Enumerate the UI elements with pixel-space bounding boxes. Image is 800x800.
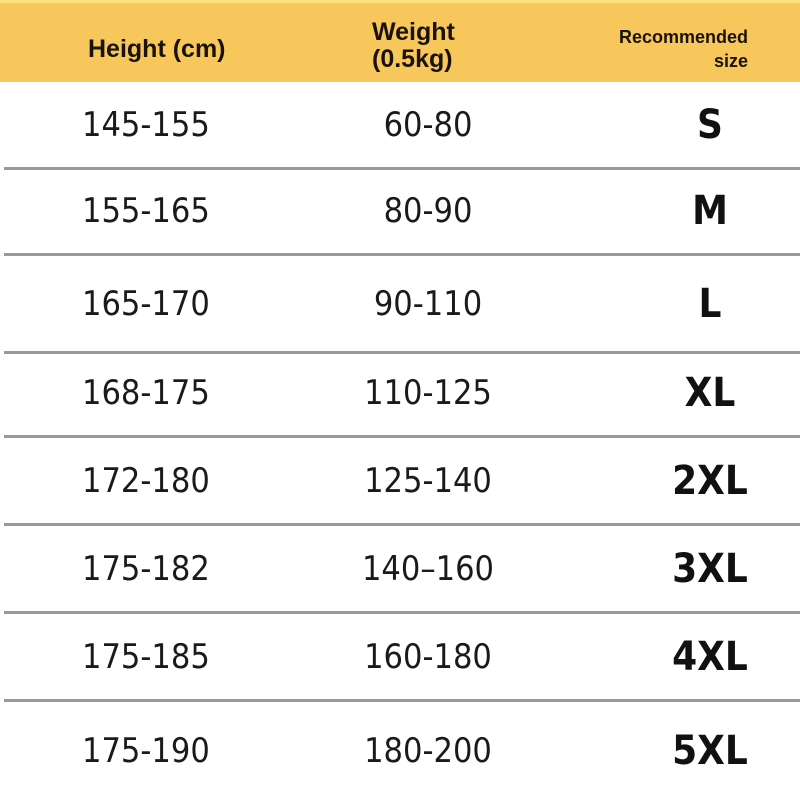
weight-cell: 80-90 xyxy=(383,191,473,231)
size-cell: S xyxy=(697,102,723,148)
header-weight-line1: Weight xyxy=(372,18,455,46)
weight-cell: 160-180 xyxy=(364,637,492,677)
row-divider xyxy=(4,167,800,170)
weight-cell: 180-200 xyxy=(364,731,492,771)
header-size: Recommended size xyxy=(619,25,748,73)
header-size-line2: size xyxy=(713,51,748,71)
size-cell: L xyxy=(698,281,722,327)
size-cell: 2XL xyxy=(672,458,748,504)
row-divider xyxy=(4,351,800,354)
table-row: 155-165 80-90 M xyxy=(0,168,800,256)
row-divider xyxy=(4,435,800,438)
header-size-line1: Recommended xyxy=(618,27,748,47)
height-cell: 165-170 xyxy=(82,284,210,324)
table-row: 175-182 140–160 3XL xyxy=(0,526,800,614)
header-weight: Weight (0.5kg) xyxy=(372,19,455,73)
weight-cell: 110-125 xyxy=(364,373,492,413)
weight-cell: 60-80 xyxy=(383,105,473,145)
table-row: 165-170 90-110 L xyxy=(0,256,800,354)
height-cell: 172-180 xyxy=(82,461,210,501)
table-row: 145-155 60-80 S xyxy=(0,82,800,170)
height-cell: 155-165 xyxy=(82,191,210,231)
table-row: 168-175 110-125 XL xyxy=(0,350,800,438)
row-divider xyxy=(4,611,800,614)
size-cell: 3XL xyxy=(672,546,748,592)
table-row: 175-190 180-200 5XL xyxy=(0,702,800,800)
weight-cell: 140–160 xyxy=(361,549,495,589)
weight-cell: 90-110 xyxy=(373,284,483,324)
weight-cell: 125-140 xyxy=(364,461,492,501)
height-cell: 175-182 xyxy=(82,549,210,589)
table-row: 175-185 160-180 4XL xyxy=(0,614,800,702)
header-weight-line2: (0.5kg) xyxy=(372,45,453,73)
row-divider xyxy=(4,699,800,702)
size-cell: 4XL xyxy=(672,634,748,680)
table-row: 172-180 125-140 2XL xyxy=(0,438,800,526)
table-header: Height (cm) Weight (0.5kg) Recommended s… xyxy=(0,0,800,82)
height-cell: 175-185 xyxy=(82,637,210,677)
row-divider xyxy=(4,253,800,256)
height-cell: 145-155 xyxy=(82,105,210,145)
height-cell: 175-190 xyxy=(82,731,210,771)
size-cell: 5XL xyxy=(672,728,748,774)
height-cell: 168-175 xyxy=(82,373,210,413)
size-cell: M xyxy=(692,188,728,234)
row-divider xyxy=(4,523,800,526)
header-height: Height (cm) xyxy=(88,35,226,63)
size-cell: XL xyxy=(684,370,736,416)
